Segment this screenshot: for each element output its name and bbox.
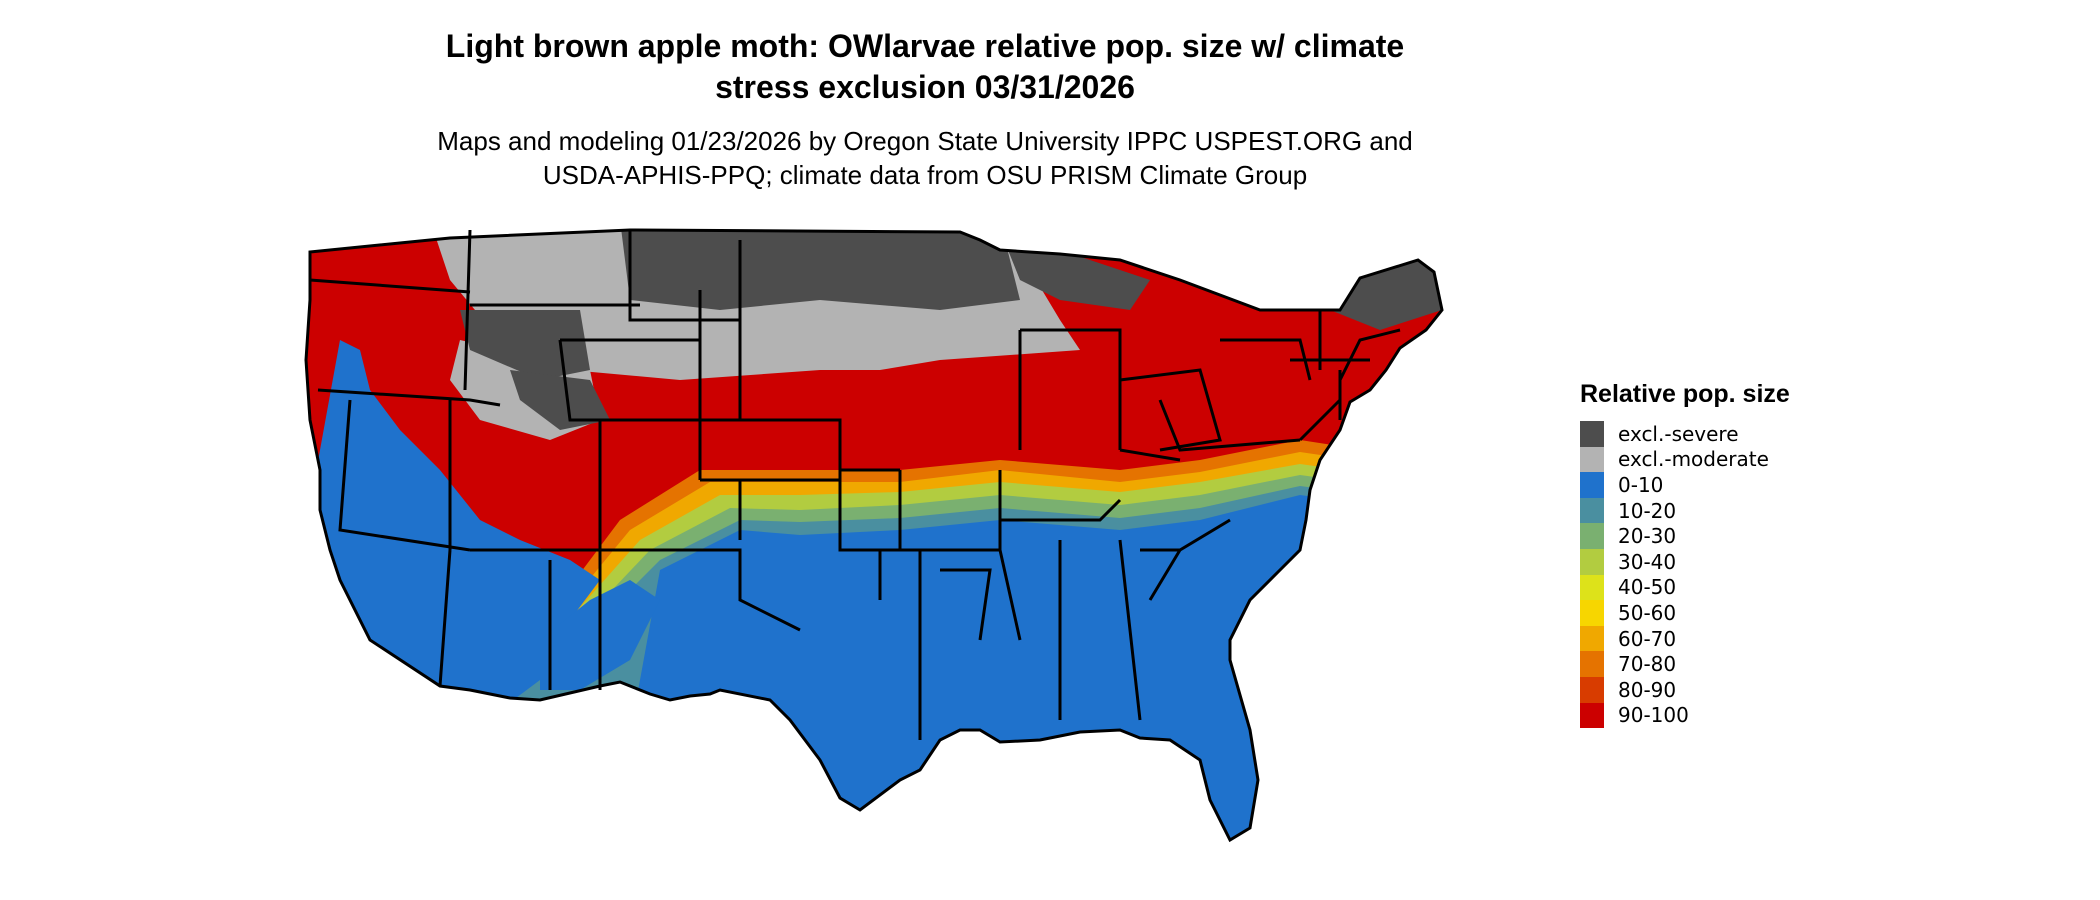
- legend-swatch: [1580, 676, 1604, 703]
- legend-swatch: [1580, 548, 1604, 575]
- legend-item: 10-20: [1580, 497, 1790, 524]
- legend-item: 90-100: [1580, 702, 1790, 729]
- legend: Relative pop. size excl.-severe excl.-mod…: [1580, 380, 1790, 729]
- legend-label: excl.-severe: [1618, 421, 1739, 446]
- chart-subtitle: Maps and modeling 01/23/2026 by Oregon S…: [360, 124, 1490, 192]
- legend-swatch: [1580, 651, 1604, 677]
- legend-swatch: [1580, 574, 1604, 601]
- legend-label: 10-20: [1618, 498, 1677, 523]
- legend-item: 60-70: [1580, 625, 1790, 652]
- legend-swatch: [1580, 446, 1604, 473]
- legend-label: 40-50: [1618, 575, 1677, 600]
- legend-item: 20-30: [1580, 523, 1790, 549]
- state-borders: [304, 228, 1444, 842]
- legend-swatch: [1580, 421, 1604, 447]
- legend-swatch: [1580, 472, 1604, 498]
- legend-label: 80-90: [1618, 677, 1677, 702]
- zone-excl-severe-wyoming: [460, 310, 590, 380]
- legend-item: excl.-moderate: [1580, 446, 1790, 473]
- legend-item: 80-90: [1580, 676, 1790, 703]
- legend-label: 50-60: [1618, 600, 1677, 625]
- legend-item: 70-80: [1580, 651, 1790, 677]
- zone-0-10-south: [600, 495, 1442, 840]
- subtitle-line-2: USDA-APHIS-PPQ; climate data from OSU PR…: [542, 160, 1308, 190]
- zone-excl-severe-plains: [620, 230, 1020, 310]
- title-line-1: Light brown apple moth: OWlarvae relativ…: [445, 28, 1405, 64]
- legend-swatch: [1580, 625, 1604, 652]
- legend-items: excl.-severe excl.-moderate 0-10 10-20 20-30…: [1580, 421, 1790, 729]
- legend-label: 0-10: [1618, 472, 1664, 497]
- legend-swatch: [1580, 600, 1604, 626]
- us-map: [304, 228, 1444, 842]
- title-line-2: stress exclusion 03/31/2026: [715, 69, 1135, 105]
- legend-label: 30-40: [1618, 549, 1677, 574]
- legend-label: excl.-moderate: [1618, 447, 1769, 472]
- legend-swatch: [1580, 497, 1604, 524]
- legend-swatch: [1580, 702, 1604, 729]
- legend-item: 50-60: [1580, 600, 1790, 626]
- legend-title: Relative pop. size: [1580, 380, 1790, 408]
- legend-item: 40-50: [1580, 574, 1790, 601]
- legend-label: 60-70: [1618, 626, 1677, 651]
- legend-item: 30-40: [1580, 548, 1790, 575]
- legend-item: 0-10: [1580, 472, 1790, 498]
- legend-label: 20-30: [1618, 524, 1677, 549]
- chart-title: Light brown apple moth: OWlarvae relativ…: [360, 26, 1490, 108]
- legend-swatch: [1580, 523, 1604, 549]
- legend-item: excl.-severe: [1580, 421, 1790, 447]
- map-fill-layer: [306, 230, 1442, 840]
- legend-label: 70-80: [1618, 652, 1677, 677]
- subtitle-line-1: Maps and modeling 01/23/2026 by Oregon S…: [437, 126, 1413, 156]
- legend-label: 90-100: [1618, 703, 1689, 728]
- zone-excl-severe-colorado: [510, 370, 610, 430]
